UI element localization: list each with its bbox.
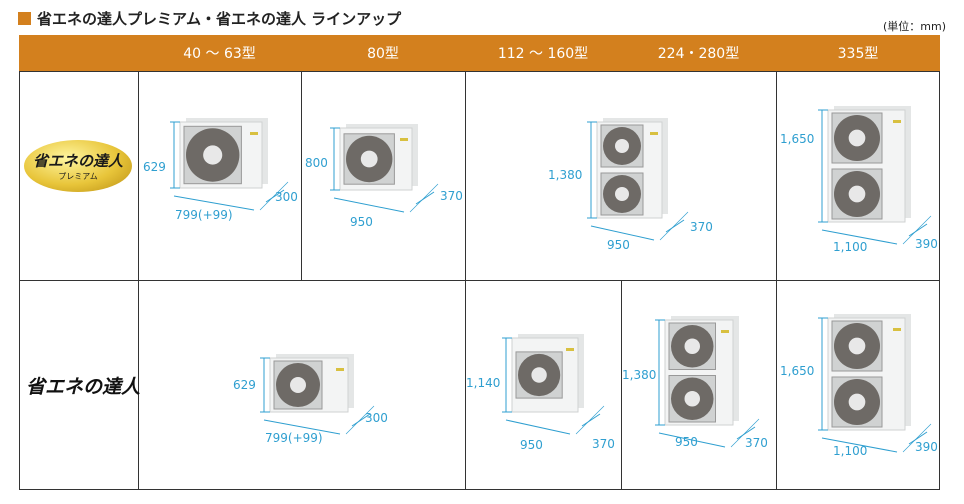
height-dimension-label: 1,650 (780, 364, 815, 378)
width-dimension-label: 799(+99) (175, 208, 233, 222)
unit-note: (単位：mm) (882, 20, 946, 33)
unit-badge (566, 348, 574, 351)
depth-dimension-label: 370 (690, 220, 713, 234)
width-dimension-label: 950 (607, 238, 630, 252)
row1-cell (776, 72, 940, 281)
width-dimension-line (658, 432, 726, 448)
width-dimension-line (505, 419, 571, 435)
width-dimension-label: 950 (350, 215, 373, 229)
section-title: 省エネの達人プレミアム・省エネの達人 ラインアップ (18, 8, 401, 29)
header-224-280: 224・280型 (621, 35, 777, 72)
fan-hub (615, 187, 629, 201)
unit-badge (400, 138, 408, 141)
premium-logo-sub: プレミアム (58, 172, 98, 181)
dim-tick (730, 418, 760, 448)
width-dimension-label: 799(+99) (265, 431, 323, 445)
width-dimension-line (821, 229, 898, 245)
width-dimension-line (263, 419, 341, 435)
fan-hub (531, 367, 547, 383)
fan-hub (684, 391, 700, 407)
depth-dimension-line (908, 431, 928, 445)
fan-hub (848, 129, 866, 147)
header-335: 335型 (776, 35, 940, 72)
unit-badge (893, 328, 901, 331)
height-dimension-label: 1,380 (548, 168, 583, 182)
dim-tick (345, 405, 375, 435)
row2-label-cell (19, 280, 139, 490)
width-dimension-line (821, 437, 898, 453)
dim-tick (902, 423, 932, 453)
depth-dimension-label: 300 (365, 411, 388, 425)
row2-cell (465, 280, 622, 490)
premium-logo-main: 省エネの達人 (32, 152, 123, 170)
width-dimension-line (590, 225, 655, 241)
fan-hub (848, 393, 866, 411)
unit-badge (336, 368, 344, 371)
fan-hub (290, 377, 306, 393)
depth-dimension-label: 370 (440, 189, 463, 203)
depth-dimension-line (265, 189, 285, 203)
fan-hub (684, 338, 700, 354)
width-dimension-line (173, 195, 255, 211)
fan-hub (203, 145, 223, 165)
depth-dimension-label: 300 (275, 190, 298, 204)
width-dimension-line (333, 197, 405, 213)
depth-dimension-label: 370 (745, 436, 768, 450)
header-80: 80型 (301, 35, 466, 72)
fan-hub (848, 337, 866, 355)
unit-badge (650, 132, 658, 135)
depth-dimension-line (415, 191, 435, 205)
header-112-160: 112 ～ 160型 (465, 35, 622, 72)
title-marker-icon (18, 12, 31, 25)
depth-dimension-label: 370 (592, 437, 615, 451)
row1-cell (301, 72, 466, 281)
dim-tick (659, 211, 689, 241)
height-dimension-label: 629 (143, 160, 166, 174)
height-dimension-label: 629 (233, 378, 256, 392)
depth-dimension-label: 390 (915, 237, 938, 251)
row1-cell (138, 72, 302, 281)
height-dimension-label: 800 (305, 156, 328, 170)
fan-hub (360, 150, 378, 168)
width-dimension-label: 950 (520, 438, 543, 452)
width-dimension-label: 950 (675, 435, 698, 449)
header-40-63: 40 ～ 63型 (138, 35, 302, 72)
row1-label-cell (19, 72, 139, 281)
unit-badge (250, 132, 258, 135)
row2-cell (621, 280, 777, 490)
height-dimension-label: 1,140 (466, 376, 501, 390)
row2-cell (138, 280, 466, 490)
fan-hub (615, 139, 629, 153)
dim-tick (575, 405, 605, 435)
standard-logo: 省エネの達人 (26, 376, 141, 398)
dim-tick (259, 181, 289, 211)
depth-dimension-line (665, 219, 685, 233)
width-dimension-label: 1,100 (833, 444, 868, 458)
fan-hub (848, 185, 866, 203)
width-dimension-label: 1,100 (833, 240, 868, 254)
depth-dimension-line (908, 223, 928, 237)
depth-dimension-label: 390 (915, 440, 938, 454)
unit-badge (893, 120, 901, 123)
depth-dimension-line (736, 426, 756, 440)
height-dimension-label: 1,380 (622, 368, 657, 382)
premium-logo: 省エネの達人 プレミアム (24, 140, 132, 192)
height-dimension-label: 1,650 (780, 132, 815, 146)
unit-badge (721, 330, 729, 333)
header-blank (19, 35, 139, 72)
depth-dimension-line (581, 413, 601, 427)
dim-tick (902, 215, 932, 245)
dim-tick (409, 183, 439, 213)
title-text: 省エネの達人プレミアム・省エネの達人 ラインアップ (37, 10, 402, 28)
depth-dimension-line (351, 413, 371, 427)
